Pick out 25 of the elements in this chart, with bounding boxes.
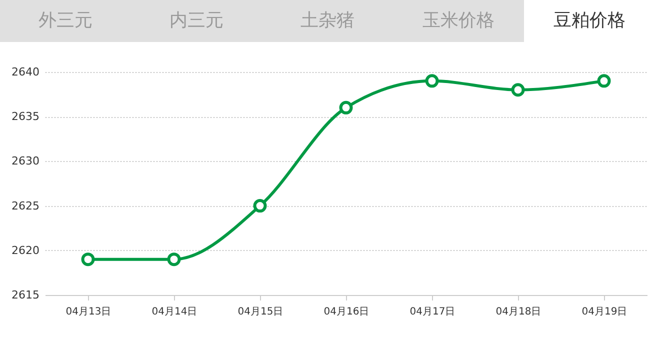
point bbox=[253, 199, 267, 213]
x-tick-label: 04月15日 bbox=[238, 306, 284, 318]
y-tick-label: 2630 bbox=[12, 154, 40, 168]
y-tick-label: 2615 bbox=[12, 288, 40, 302]
x-tick-label: 04月19日 bbox=[582, 306, 628, 318]
y-tick-label: 2635 bbox=[12, 110, 40, 124]
point bbox=[597, 74, 611, 88]
y-tick-label: 2625 bbox=[12, 199, 40, 212]
point bbox=[81, 252, 95, 266]
x-tick-label: 04月16日 bbox=[324, 306, 370, 318]
point bbox=[339, 100, 353, 114]
y-tick-label: 2620 bbox=[12, 244, 40, 257]
point bbox=[167, 252, 181, 266]
chart-title: 豆粕价格 bbox=[524, 0, 655, 42]
x-tick-label: 04月18日 bbox=[496, 306, 542, 318]
point bbox=[425, 74, 439, 88]
x-tick-label: 04月17日 bbox=[410, 306, 456, 318]
point bbox=[511, 83, 525, 97]
text: 内三元 bbox=[168, 9, 224, 33]
y-tick-label: 2640 bbox=[12, 66, 40, 78]
text: 外三元 bbox=[38, 9, 94, 33]
text: 玉米价格 bbox=[422, 9, 496, 33]
x-tick-label: 04月13日 bbox=[66, 306, 112, 318]
x-tick-label: 04月14日 bbox=[152, 306, 198, 318]
text: 土杂猪 bbox=[300, 9, 356, 33]
